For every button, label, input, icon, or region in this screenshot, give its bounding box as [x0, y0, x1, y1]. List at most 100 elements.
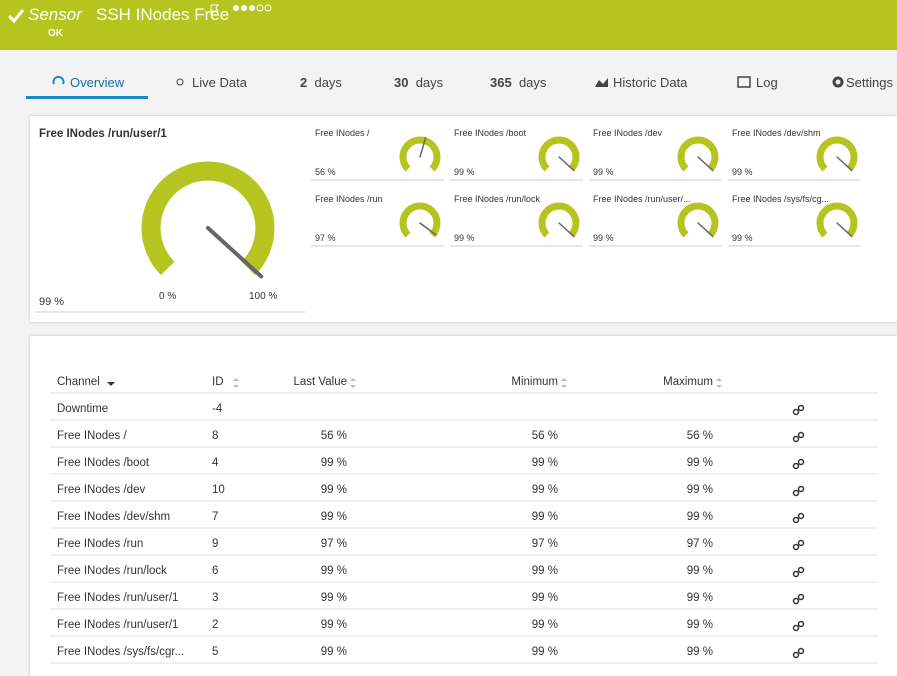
- gauge-value: 99 %: [732, 167, 753, 177]
- row-icon: [797, 431, 805, 439]
- gauge-max: 100 %: [249, 291, 278, 302]
- row-icon: [797, 620, 805, 628]
- gauge-needle: [419, 222, 437, 236]
- gauge-title: Free INodes /: [315, 128, 370, 138]
- row-icon: [792, 651, 800, 659]
- tab-label: Log: [756, 75, 778, 90]
- tab[interactable]: Settings: [846, 75, 893, 90]
- row-icon: [792, 543, 800, 551]
- active-tab-underline: [26, 96, 148, 99]
- table-cell: Free INodes /run/user/1: [57, 592, 179, 604]
- row-icon: [792, 516, 800, 524]
- table-cell: 99 %: [686, 565, 713, 577]
- title-prefix: Sensor: [28, 5, 82, 24]
- table-cell: 99 %: [531, 511, 558, 523]
- tab[interactable]: Historic Data: [613, 75, 687, 90]
- tab-label: days: [518, 75, 547, 90]
- row-icon: [797, 404, 805, 412]
- table-cell: Free INodes /run/user/1: [57, 619, 179, 631]
- row-icon: [797, 566, 805, 574]
- gauge-value: 99 %: [454, 167, 475, 177]
- gauge-arc: [677, 202, 719, 238]
- table-cell: 99 %: [686, 457, 713, 469]
- table-cell: Free INodes /run: [57, 538, 144, 550]
- gauge-needle: [419, 137, 427, 158]
- tab-number: 365: [490, 75, 512, 90]
- gauge-needle: [558, 156, 575, 172]
- flag-stars: [210, 4, 272, 15]
- gauge-title: Free INodes /dev/shm: [732, 128, 821, 138]
- table-cell: 4: [212, 457, 219, 469]
- table-cell: 99 %: [531, 592, 558, 604]
- gauge-title: Free INodes /sys/fs/cg...: [732, 194, 830, 204]
- table-cell: 99 %: [320, 646, 347, 658]
- gauge-title: Free INodes /run/lock: [454, 194, 541, 204]
- tab-number: 2: [300, 75, 308, 90]
- tab[interactable]: Log: [756, 75, 778, 90]
- gauge-value: 99 %: [39, 296, 65, 308]
- tab-icon: [832, 76, 844, 88]
- table-cell: Free INodes /: [57, 430, 127, 442]
- table-cell: 5: [212, 646, 219, 658]
- table-cell: 99 %: [531, 484, 558, 496]
- tab-icon: [737, 76, 751, 88]
- row-icon: [797, 485, 805, 493]
- gauge-arc: [141, 161, 275, 276]
- table-cell: 56 %: [320, 430, 347, 442]
- title: SSH INodes Free: [96, 5, 230, 24]
- tab[interactable]: 30 days: [394, 75, 443, 90]
- table-cell: 7: [212, 511, 219, 523]
- gauge-needle: [836, 156, 853, 172]
- tab-label: days: [314, 75, 342, 90]
- gauge-arc: [816, 202, 858, 238]
- table-cell: 3: [212, 592, 219, 604]
- table-cell: 97 %: [320, 538, 347, 550]
- row-icon: [792, 435, 800, 443]
- column-header: Last Value: [293, 376, 348, 388]
- sort-icon: [561, 378, 567, 388]
- tab[interactable]: 2 days: [300, 75, 342, 90]
- table-cell: Free INodes /sys/fs/cgr...: [57, 646, 185, 658]
- gauge-needle: [558, 222, 575, 238]
- gauge-panel: [30, 116, 897, 322]
- gauge-arc: [538, 202, 580, 238]
- row-icon: [792, 597, 800, 605]
- gauge-value: 99 %: [593, 167, 614, 177]
- row-icon: [792, 489, 800, 497]
- table-cell: 99 %: [686, 484, 713, 496]
- tab[interactable]: Overview: [70, 75, 124, 90]
- row-icon: [792, 570, 800, 578]
- table-cell: 8: [212, 430, 219, 442]
- gauge-value: 56 %: [315, 167, 336, 177]
- table-cell: 99 %: [686, 646, 713, 658]
- gauge-value: 99 %: [732, 233, 753, 243]
- row-icon: [792, 624, 800, 632]
- table-cell: 99 %: [531, 457, 558, 469]
- gauge-needle: [697, 156, 714, 172]
- tab[interactable]: Live Data: [192, 75, 247, 90]
- table-cell: 99 %: [320, 457, 347, 469]
- tab[interactable]: 365 days: [490, 75, 546, 90]
- gauge-title: Free INodes /dev: [593, 128, 663, 138]
- tab-icon: [52, 75, 65, 85]
- table-cell: 99 %: [320, 619, 347, 631]
- table-cell: 10: [212, 484, 225, 496]
- check-icon: [7, 9, 25, 24]
- gauge-min: 0 %: [159, 291, 177, 302]
- row-icon: [797, 512, 805, 520]
- table-cell: Free INodes /boot: [57, 457, 150, 469]
- table-cell: -4: [212, 403, 223, 415]
- table-cell: 56 %: [686, 430, 713, 442]
- header: Sensor SSH INodes Free OK: [0, 0, 897, 50]
- tab-label: Live Data: [192, 75, 247, 90]
- table-cell: Downtime: [57, 403, 109, 415]
- row-icon: [792, 462, 800, 470]
- tab-label: Historic Data: [613, 75, 688, 90]
- gauge-needle: [697, 222, 714, 238]
- table-cell: 99 %: [320, 565, 347, 577]
- row-icon: [797, 593, 805, 601]
- sort-icon: [107, 382, 115, 386]
- table-cell: Free INodes /run/lock: [57, 565, 167, 577]
- row-icon: [797, 539, 805, 547]
